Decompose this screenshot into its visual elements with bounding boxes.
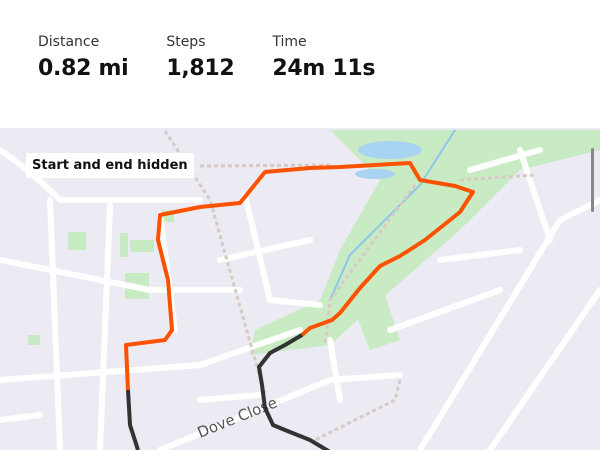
stat-time: Time 24m 11s (272, 34, 375, 81)
stat-value: 0.82 mi (38, 56, 129, 81)
stat-distance: Distance 0.82 mi (38, 34, 129, 81)
stat-label: Distance (38, 34, 100, 50)
hidden-route-start (126, 389, 140, 450)
stat-steps: Steps 1,812 (166, 34, 234, 81)
stat-value: 24m 11s (272, 56, 376, 81)
map-canvas: Dove Close (0, 129, 600, 450)
privacy-badge: Start and end hidden (26, 153, 194, 178)
parks (28, 130, 600, 355)
map-scrollbar[interactable] (591, 148, 594, 212)
activity-stats: Distance 0.82 mi Steps 1,812 Time 24m 11… (38, 34, 413, 81)
water (329, 129, 456, 301)
hidden-route-line (257, 333, 331, 450)
stat-value: 1,812 (166, 56, 235, 81)
roads (0, 147, 600, 450)
stat-label: Time (272, 34, 307, 50)
route-map[interactable]: Dove Close Start and end hidden (0, 128, 600, 450)
route-line (124, 161, 475, 392)
footpaths (163, 130, 536, 442)
stat-label: Steps (166, 34, 206, 50)
